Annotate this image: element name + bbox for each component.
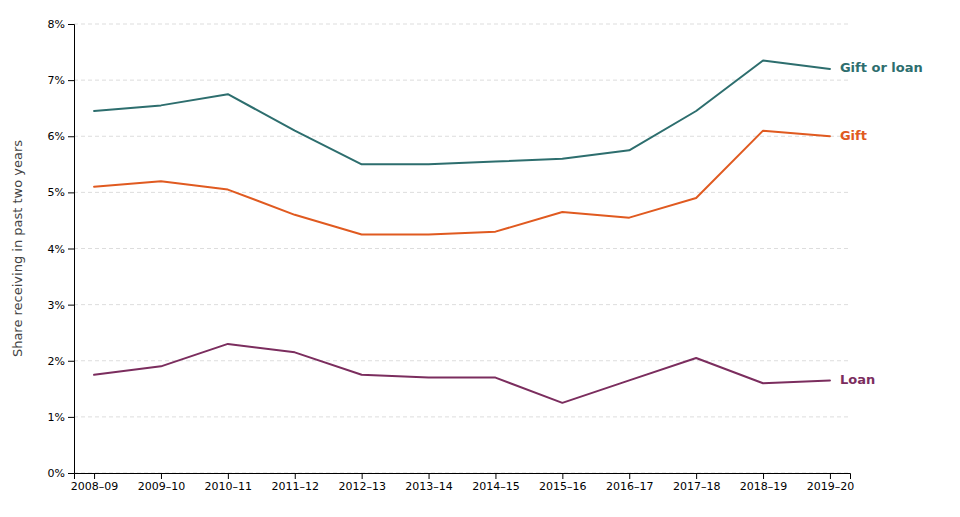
- chart: 0%1%2%3%4%5%6%7%8%2008–092009–102010–112…: [0, 0, 960, 517]
- tick-mark: [68, 361, 74, 362]
- tick-label: 2014–15: [472, 480, 519, 493]
- tick-label: 4%: [48, 243, 65, 256]
- tick-mark: [495, 473, 496, 479]
- tick: 2016–17: [606, 473, 654, 493]
- tick: 2011–12: [272, 473, 320, 493]
- tick-mark: [228, 473, 229, 479]
- grid-line: [74, 416, 850, 417]
- axis-line: [68, 25, 75, 474]
- tick: 2013–14: [405, 473, 453, 493]
- tick: 6%: [48, 130, 74, 143]
- tick-mark: [830, 473, 831, 479]
- axis-line: [75, 474, 851, 480]
- tick-mark: [696, 473, 697, 479]
- tick-label: 2%: [48, 355, 65, 368]
- tick: 2009–10: [138, 473, 186, 493]
- tick-mark: [68, 249, 74, 250]
- tick-label: 3%: [48, 299, 65, 312]
- lines: [94, 60, 830, 402]
- tick-label: 0%: [48, 467, 65, 480]
- series-label: Gift or loan: [840, 60, 923, 75]
- tick-label: 2013–14: [405, 480, 453, 493]
- tick-label: 2017–18: [673, 480, 721, 493]
- tick: 2014–15: [472, 473, 519, 493]
- grid-line: [74, 24, 850, 25]
- tick-mark: [68, 24, 74, 25]
- tick-label: 8%: [48, 18, 65, 31]
- tick-label: 2016–17: [606, 480, 654, 493]
- tick: 1%: [48, 411, 74, 424]
- series-label: Loan: [840, 372, 875, 387]
- grid-line: [74, 136, 850, 137]
- grid-line: [74, 360, 850, 361]
- series-label: Gift: [840, 128, 867, 143]
- tick-mark: [295, 473, 296, 479]
- tick-mark: [68, 417, 74, 418]
- tick: 2018–19: [740, 473, 788, 493]
- grid-line: [74, 80, 850, 81]
- line-labels: Gift or loan Gift Loan: [840, 60, 923, 386]
- tick: 2010–11: [205, 473, 253, 493]
- tick-label: 2010–11: [205, 480, 253, 493]
- tick-mark: [429, 473, 430, 479]
- tick: 7%: [48, 74, 74, 87]
- line: [94, 60, 830, 164]
- grid: [74, 24, 850, 473]
- tick-label: 6%: [48, 130, 65, 143]
- tick-label: 2019–20: [807, 480, 855, 493]
- y-axis-title: Share receiving in past two years: [10, 140, 25, 357]
- tick: 2017–18: [673, 473, 721, 493]
- tick-mark: [94, 473, 95, 479]
- tick-label: 5%: [48, 186, 65, 199]
- tick-mark: [763, 473, 764, 479]
- grid-line: [74, 192, 850, 193]
- grid-line: [74, 304, 850, 305]
- tick-label: 7%: [48, 74, 65, 87]
- tick-label: 2018–19: [740, 480, 788, 493]
- plot: 0%1%2%3%4%5%6%7%8%2008–092009–102010–112…: [48, 18, 923, 493]
- tick-mark: [362, 473, 363, 479]
- tick: 4%: [48, 243, 74, 256]
- tick-label: 1%: [48, 411, 65, 424]
- tick-mark: [68, 136, 74, 137]
- tick: 2019–20: [807, 473, 855, 493]
- tick: 0%: [48, 467, 74, 480]
- tick-label: 2012–13: [338, 480, 386, 493]
- tick-mark: [68, 192, 74, 193]
- tick-label: 2015–16: [539, 480, 587, 493]
- tick: 2015–16: [539, 473, 587, 493]
- tick: 2008–09: [71, 473, 119, 493]
- tick-mark: [161, 473, 162, 479]
- line: [94, 131, 830, 235]
- tick: 5%: [48, 186, 74, 199]
- tick-mark: [629, 473, 630, 479]
- tick: 2%: [48, 355, 74, 368]
- tick-mark: [562, 473, 563, 479]
- tick-mark: [68, 80, 74, 81]
- x-axis: 2008–09 2009–10 2010–11 2011–12 2012–13 2013–…: [71, 473, 854, 493]
- grid-line: [74, 248, 850, 249]
- tick: 8%: [48, 18, 74, 31]
- tick-label: 2011–12: [272, 480, 320, 493]
- y-axis: 0% 1% 2% 3% 4% 5% 6% 7% 8%: [48, 18, 75, 480]
- tick-label: 2009–10: [138, 480, 186, 493]
- tick-label: 2008–09: [71, 480, 119, 493]
- tick: 2012–13: [338, 473, 386, 493]
- tick: 3%: [48, 299, 74, 312]
- tick-mark: [68, 473, 74, 474]
- line: [94, 344, 830, 403]
- tick-mark: [68, 305, 74, 306]
